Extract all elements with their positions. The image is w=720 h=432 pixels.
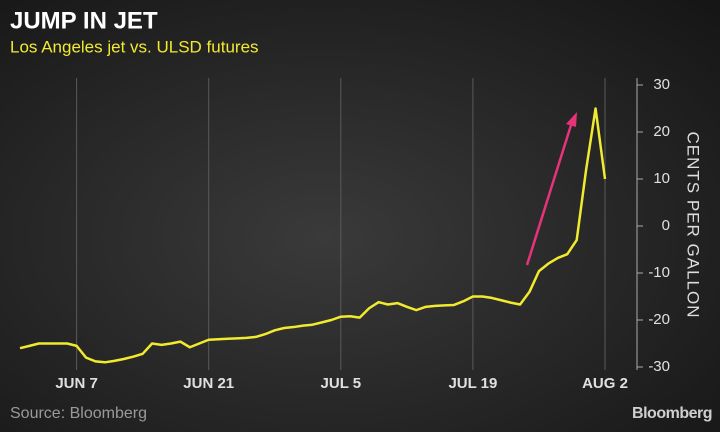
y-tick-label: 20 — [653, 123, 670, 140]
y-tick-label: 30 — [653, 76, 670, 93]
x-tick-label: JUL 5 — [321, 375, 362, 392]
y-tick-label: 0 — [662, 217, 670, 234]
chart-subtitle: Los Angeles jet vs. ULSD futures — [10, 37, 259, 56]
x-tick-label: JUN 21 — [183, 375, 234, 392]
x-tick-label: JUL 19 — [448, 375, 497, 392]
y-tick-label: -10 — [648, 264, 670, 281]
source-note: Source: Bloomberg — [10, 405, 147, 422]
data-line — [19, 107, 607, 364]
y-axis-title: CENTS PER GALLON — [684, 132, 703, 319]
arrow-shaft — [525, 121, 574, 266]
x-tick-label: AUG 2 — [582, 375, 628, 392]
y-tick-label: 10 — [653, 170, 670, 187]
brand-logo: Bloomberg — [632, 405, 712, 422]
chart-title: JUMP IN JET — [10, 7, 158, 34]
x-tick-label: JUN 7 — [55, 375, 98, 392]
y-tick-label: -20 — [648, 311, 670, 328]
arrow-head — [566, 112, 577, 127]
y-tick-label: -30 — [648, 358, 670, 375]
arrow-annotation — [525, 112, 577, 266]
